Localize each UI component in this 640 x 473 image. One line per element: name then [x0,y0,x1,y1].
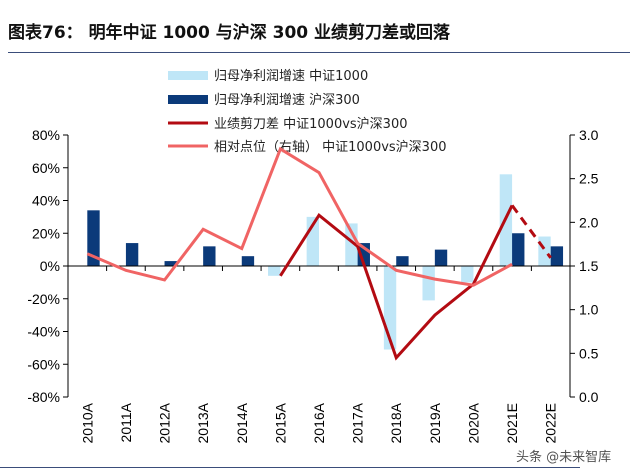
x-tick-label: 2011A [118,402,134,442]
title-rule [8,52,630,53]
right-tick-label: 1.5 [579,258,599,274]
left-tick-label: 40% [32,193,60,209]
bar-2012A [164,261,177,266]
x-tick-label: 2019A [427,402,443,443]
bar-2022E [538,236,551,266]
right-tick-label: 0.0 [579,389,599,405]
bar-2015A [268,266,281,276]
left-tick-label: -20% [27,291,60,307]
x-tick-label: 2010A [79,402,95,443]
x-tick-label: 2013A [195,402,211,443]
x-tick-label: 2014A [234,402,250,443]
bar-2021E [512,233,525,266]
left-tick-label: 80% [32,127,60,143]
left-tick-label: -40% [27,324,60,340]
left-tick-label: 60% [32,160,60,176]
right-tick-label: 1.0 [579,302,599,318]
bottom-rule [0,467,580,468]
legend-label: 业绩剪刀差 中证1000vs沪深300 [214,116,408,132]
bar-2017A [345,223,358,266]
left-tick-label: -60% [27,356,60,372]
right-tick-label: 2.0 [579,214,599,230]
right-tick-label: 0.5 [579,345,599,361]
chart-title: 图表76： 明年中证 1000 与沪深 300 业绩剪刀差或回落 [8,23,451,43]
x-tick-label: 2020A [465,402,481,443]
legend-swatch [168,71,208,80]
watermark: 头条 @未来智库 [516,450,612,465]
left-tick-label: 20% [32,225,60,241]
bar-2018A [396,256,409,266]
bar-2013A [203,246,216,266]
legend-swatch [168,95,208,104]
x-tick-label: 2015A [272,402,288,443]
x-tick-label: 2012A [157,402,173,443]
x-tick-label: 2018A [388,402,404,443]
bar-2019A [434,249,448,266]
x-tick-label: 2017A [350,402,366,443]
left-tick-label: 0% [40,258,60,274]
left-tick-label: -80% [27,389,60,405]
line-series [86,146,513,287]
bar-2019A [422,266,435,301]
line-series-dashed [510,204,552,259]
x-tick-label: 2016A [311,402,327,443]
bar-2011A [125,243,139,266]
right-tick-label: 3.0 [579,127,599,143]
x-tick-label: 2021E [504,403,520,443]
bar-2014A [241,256,255,266]
bar-2010A [87,210,100,266]
legend-label: 归母净利润增速 沪深300 [214,92,360,108]
bar-2022E [550,246,564,266]
legend-label: 相对点位（右轴） 中证1000vs沪深300 [214,139,447,155]
right-tick-label: 2.5 [579,171,599,187]
x-tick-label: 2022E [543,403,559,443]
legend-label: 归母净利润增速 中证1000 [214,69,368,84]
bar-2020A [461,266,474,283]
